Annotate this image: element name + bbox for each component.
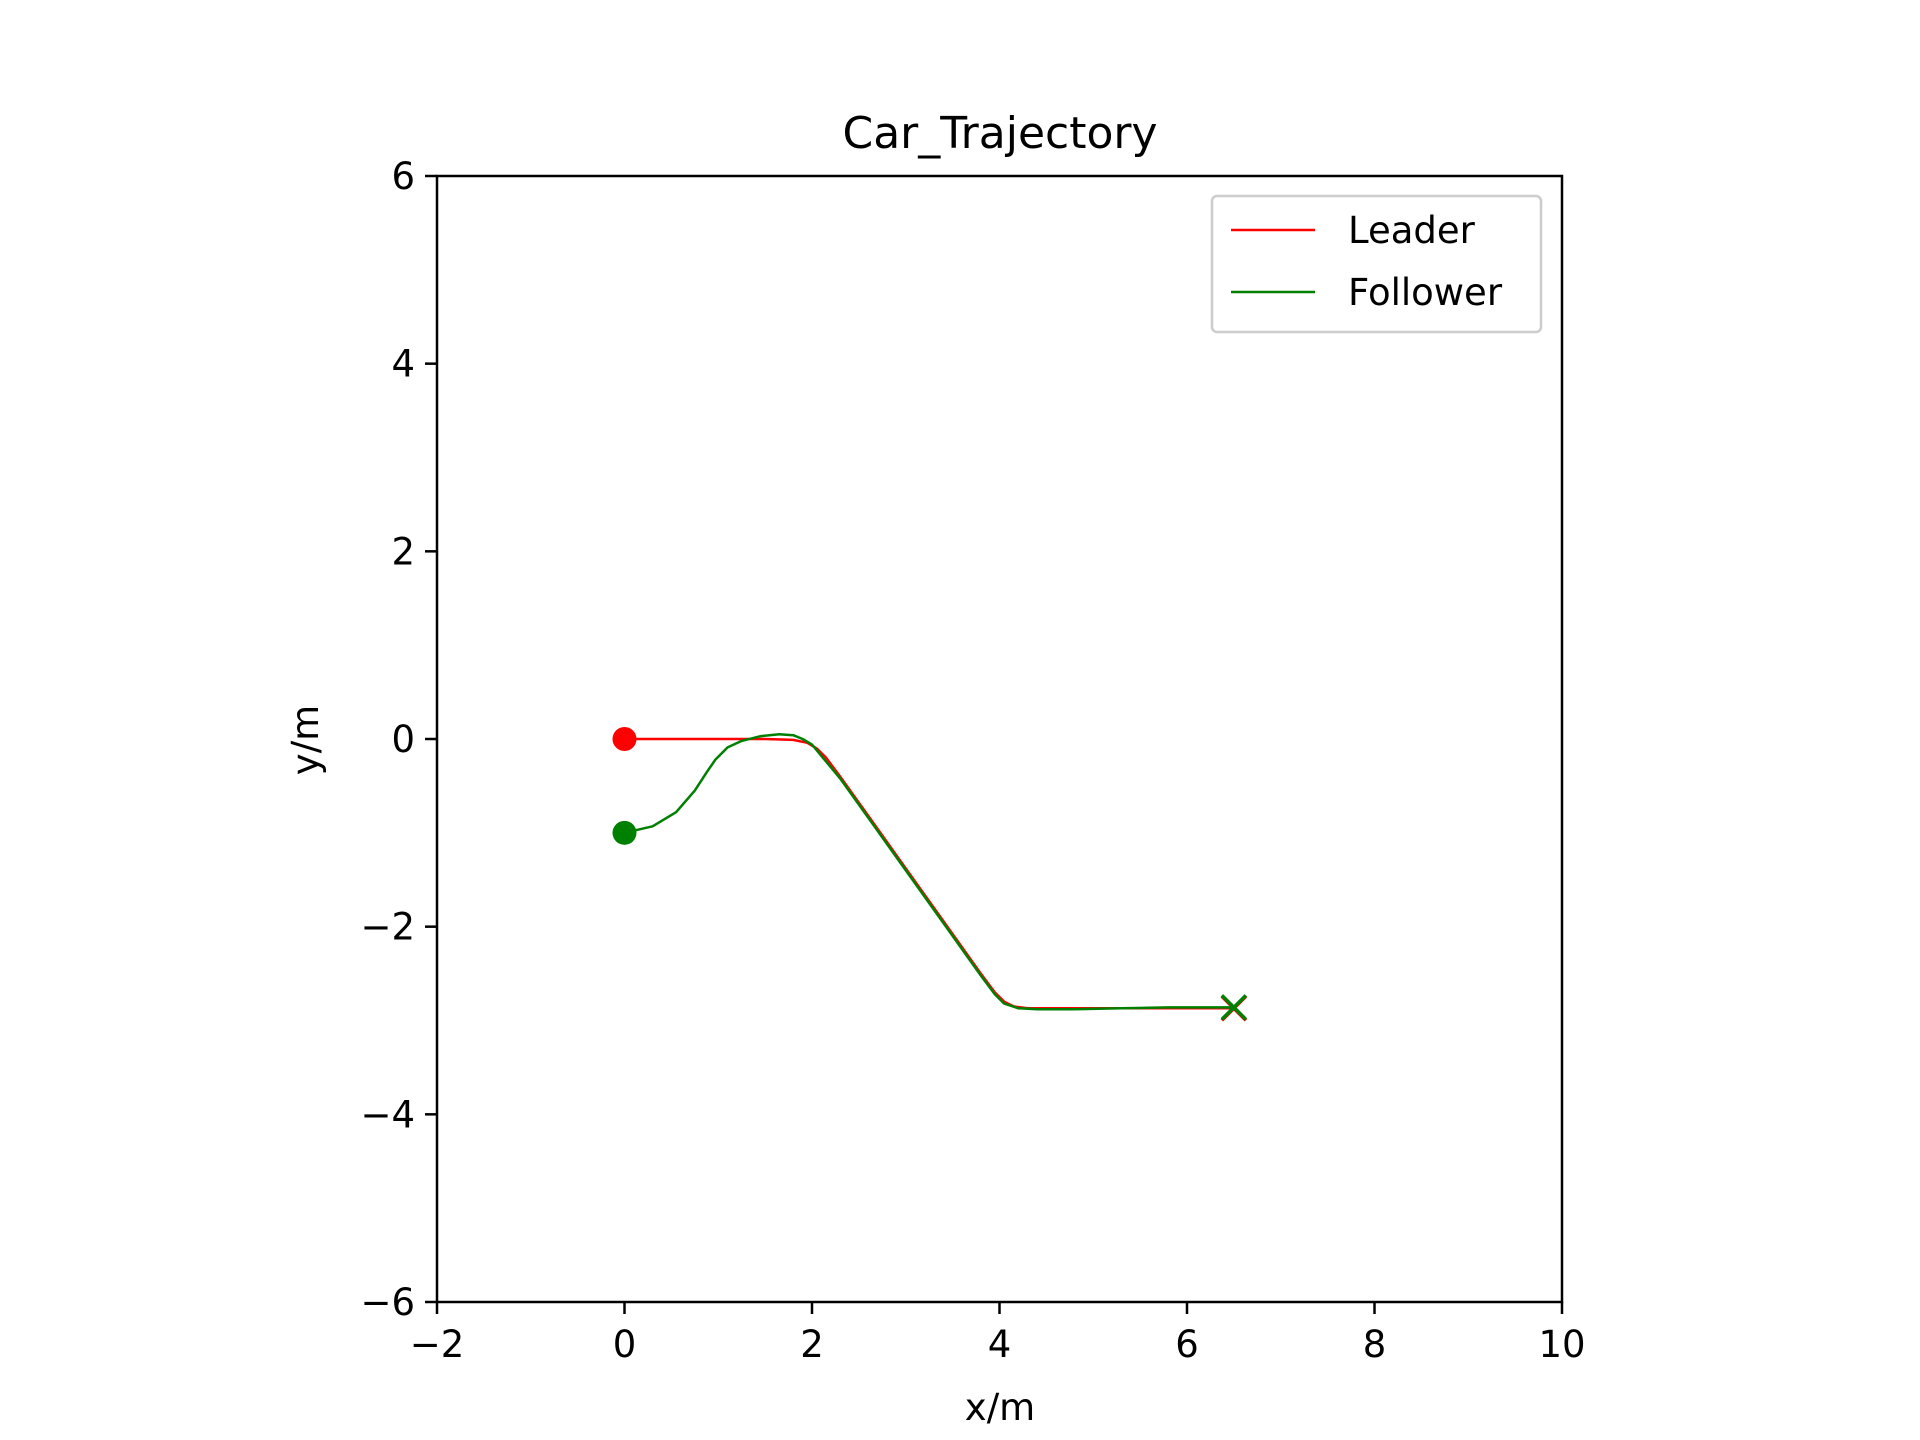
start-marker-follower — [612, 820, 637, 845]
y-tick-label: −2 — [360, 906, 415, 949]
x-tick-label: −2 — [410, 1323, 465, 1366]
x-tick-label: 6 — [1175, 1323, 1199, 1366]
start-marker-leader — [612, 727, 637, 751]
legend-label-leader: Leader — [1348, 209, 1476, 252]
x-tick-label: 8 — [1363, 1323, 1387, 1366]
chart-title: Car_Trajectory — [842, 108, 1157, 159]
y-axis-label: y/m — [284, 705, 327, 775]
x-axis-label: x/m — [965, 1386, 1035, 1429]
plot-area — [435, 174, 1564, 1304]
x-tick-label: 0 — [613, 1323, 637, 1366]
y-tick-label: 6 — [391, 155, 415, 198]
end-marker-follower — [1220, 994, 1248, 1021]
y-tick-label: 2 — [391, 530, 415, 573]
y-axis: −6 −4 −2 0 2 4 6 — [360, 155, 437, 1324]
x-tick-label: 4 — [988, 1323, 1012, 1366]
legend-label-follower: Follower — [1348, 271, 1503, 314]
y-tick-label: −4 — [360, 1093, 415, 1136]
y-tick-label: 4 — [391, 343, 415, 386]
x-axis: −2 0 2 4 6 8 10 — [410, 1302, 1586, 1366]
x-tick-label: 10 — [1538, 1323, 1585, 1366]
x-tick-label: 2 — [800, 1323, 824, 1366]
series-line-follower — [623, 733, 1236, 1011]
legend: Leader Follower — [1210, 194, 1543, 334]
series-layer — [612, 727, 1248, 1022]
y-tick-label: −6 — [360, 1281, 415, 1324]
y-tick-label: 0 — [391, 718, 415, 761]
